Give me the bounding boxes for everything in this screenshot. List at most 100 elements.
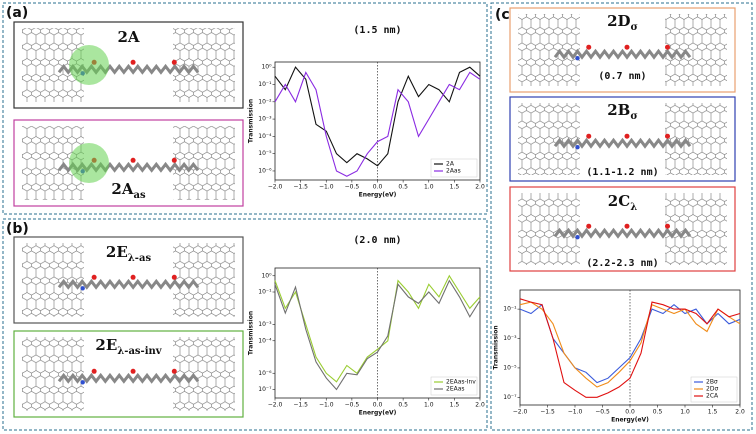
series-line xyxy=(519,301,741,388)
graphene xyxy=(22,243,84,317)
y-tick-label: 10⁻¹ xyxy=(258,81,272,88)
graphene xyxy=(665,193,727,265)
chart-title: (2.0 nm) xyxy=(353,235,401,246)
length-label: (1.1-1.2 nm) xyxy=(586,167,658,178)
oxygen-atom xyxy=(624,44,630,50)
x-tick-label: −1.0 xyxy=(568,409,583,416)
series-line xyxy=(274,66,481,167)
legend-label: 2Aas xyxy=(446,168,461,175)
oxygen-atom xyxy=(171,274,177,280)
graphene xyxy=(173,28,235,102)
oxygen-atom xyxy=(130,59,136,65)
molecule-label: 2Cλ xyxy=(608,192,637,213)
x-tick-label: −0.5 xyxy=(595,409,610,416)
x-tick-label: −1.0 xyxy=(319,184,334,191)
molecule-main: 2C xyxy=(608,192,630,210)
y-tick-label: 10⁻⁴ xyxy=(258,337,272,344)
highlight xyxy=(69,45,109,85)
oxygen-atom xyxy=(665,133,670,139)
y-tick-label: 10⁻⁷ xyxy=(503,394,517,401)
oxygen-atom xyxy=(171,368,177,374)
oxygen-atom xyxy=(171,157,177,163)
oxygen-atom xyxy=(130,274,136,280)
molecule-sub: λ xyxy=(630,202,637,213)
x-tick-label: 1.5 xyxy=(450,402,460,409)
oxygen-atom xyxy=(624,133,630,139)
panel-label: (a) xyxy=(6,5,28,21)
molecule-label: 2Dσ xyxy=(607,12,638,33)
legend-label: 2EAas xyxy=(446,386,465,393)
molecule-chain xyxy=(57,278,200,290)
y-tick-label: 10⁻⁵ xyxy=(503,364,517,371)
molecule-chain xyxy=(553,48,692,60)
y-tick-label: 10⁻¹ xyxy=(258,289,272,296)
x-tick-label: 1.0 xyxy=(680,409,690,416)
graphene xyxy=(22,337,84,411)
y-tick-label: 10⁰ xyxy=(261,272,272,279)
x-tick-label: −1.5 xyxy=(293,184,308,191)
x-tick-label: 0.5 xyxy=(398,402,408,409)
length-label: (2.2-2.3 nm) xyxy=(586,258,658,269)
molecule-chain xyxy=(553,227,692,239)
molecule-sub: σ xyxy=(631,22,638,33)
graphene xyxy=(518,103,580,175)
molecule-chain xyxy=(553,137,692,149)
y-axis-label: Transmission xyxy=(248,311,255,355)
series-line xyxy=(274,274,481,383)
molecule-sub: as xyxy=(133,190,145,201)
x-tick-label: 1.0 xyxy=(424,184,434,191)
graphene xyxy=(665,14,727,86)
x-tick-label: −0.5 xyxy=(345,402,360,409)
panel-frame xyxy=(2,2,488,215)
graphene xyxy=(665,103,727,175)
x-tick-label: 1.5 xyxy=(450,184,460,191)
molecule-main: 2E xyxy=(95,336,117,354)
y-tick-label: 10⁻⁶ xyxy=(258,370,272,377)
oxygen-atom xyxy=(91,368,97,374)
highlight xyxy=(69,143,109,183)
x-tick-label: −2.0 xyxy=(268,402,283,409)
x-tick-label: 0.5 xyxy=(653,409,663,416)
y-tick-label: 10⁻⁶ xyxy=(258,167,272,174)
x-tick-label: −1.0 xyxy=(319,402,334,409)
x-tick-label: 2.0 xyxy=(475,184,485,191)
oxygen-atom xyxy=(130,157,136,163)
graphene xyxy=(173,126,235,200)
x-tick-label: 0.0 xyxy=(625,409,635,416)
legend-label: 2Bσ xyxy=(706,379,718,386)
molecule-main: 2A xyxy=(117,28,139,46)
y-axis-label: Transmission xyxy=(248,99,255,143)
x-axis-label: Energy(eV) xyxy=(611,417,649,424)
y-tick-label: 10⁻² xyxy=(258,98,272,105)
legend-label: 2A xyxy=(446,161,455,168)
y-tick-label: 10⁻⁷ xyxy=(258,386,272,393)
nitrogen-atom xyxy=(80,380,85,385)
graphene xyxy=(518,14,580,86)
legend-label: 2EAas-Inv xyxy=(446,379,476,386)
series-line xyxy=(274,279,481,391)
y-tick-label: 10⁻³ xyxy=(503,335,517,342)
molecule-main: 2E xyxy=(106,243,128,261)
chart-title: (1.5 nm) xyxy=(353,25,401,36)
y-tick-label: 10⁰ xyxy=(261,64,272,71)
legend-label: 2CA xyxy=(706,393,719,400)
molecule-sub: σ xyxy=(630,111,637,122)
x-tick-label: −1.5 xyxy=(293,402,308,409)
x-tick-label: −1.5 xyxy=(540,409,555,416)
oxygen-atom xyxy=(586,133,592,139)
graphene xyxy=(518,193,580,265)
x-tick-label: 0.0 xyxy=(373,402,383,409)
nitrogen-atom xyxy=(80,286,85,291)
oxygen-atom xyxy=(665,223,670,229)
oxygen-atom xyxy=(91,274,97,280)
molecule-main: 2B xyxy=(607,101,630,119)
x-axis-label: Energy(eV) xyxy=(359,410,397,417)
molecule-sub: λ-as xyxy=(128,253,152,264)
panel-frame xyxy=(490,2,753,431)
y-axis-label: Transmission xyxy=(493,325,500,369)
oxygen-atom xyxy=(586,44,592,50)
legend-label: 2Dσ xyxy=(706,386,718,393)
nitrogen-atom xyxy=(575,145,580,150)
molecule-main: 2A xyxy=(111,180,133,198)
